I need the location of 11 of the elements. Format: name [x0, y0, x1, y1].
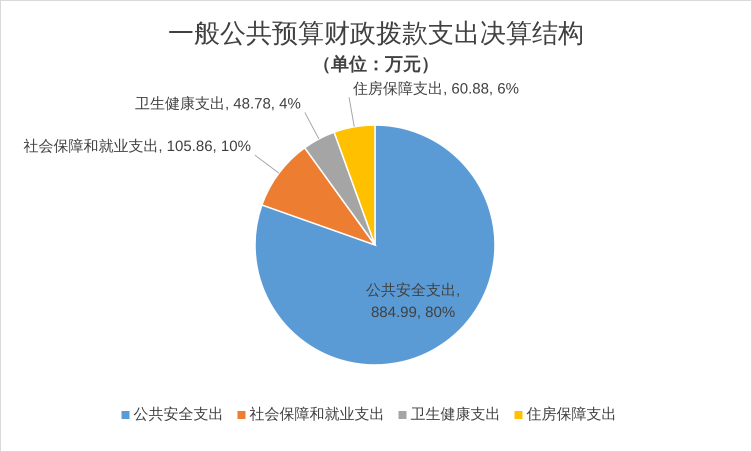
legend-label: 公共安全支出 — [134, 406, 224, 423]
data-label: 公共安全支出, 884.99, 80% — [366, 282, 460, 321]
legend-label: 社会保障和就业支出 — [250, 406, 384, 423]
data-label: 住房保障支出, 60.88, 6% — [352, 80, 519, 98]
data-label: 社会保障和就业支出, 105.86, 10% — [23, 138, 251, 156]
data-label: 卫生健康支出, 48.78, 4% — [134, 95, 301, 112]
pie-slice — [254, 124, 496, 366]
chart-subtitle: （单位：万元） — [313, 54, 439, 74]
legend-label: 卫生健康支出 — [410, 406, 500, 423]
legend-label: 住房保障支出 — [526, 406, 616, 423]
chart-title: 一般公共预算财政拨款支出决算结构 — [168, 18, 584, 48]
